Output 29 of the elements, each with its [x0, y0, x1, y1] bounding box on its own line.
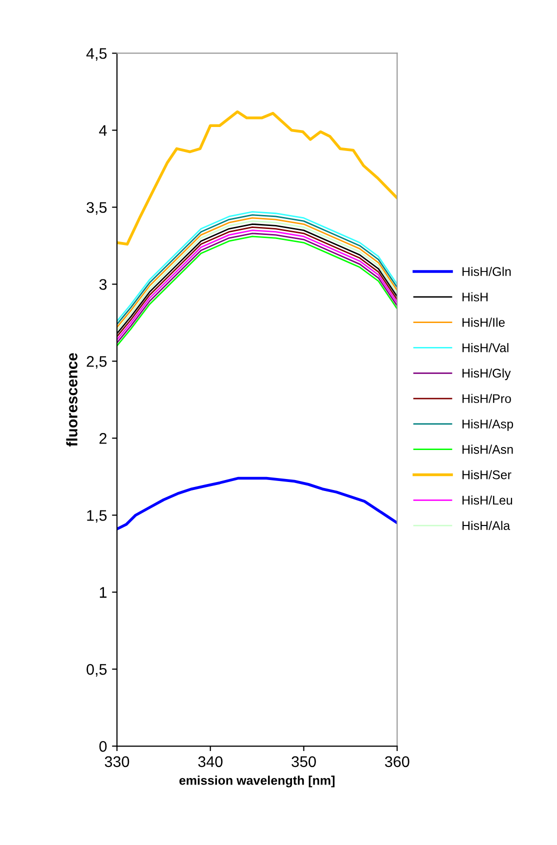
- y-axis-title: fluorescence: [66, 353, 78, 447]
- legend-label: HisH/Leu: [462, 495, 512, 505]
- y-tick-label: 0: [99, 741, 107, 752]
- legend-label: HisH: [462, 292, 488, 302]
- y-tick-label: 4,5: [86, 48, 107, 61]
- y-tick-label: 0,5: [86, 664, 107, 677]
- line-series: [116, 476, 398, 530]
- x-axis-title: emission wavelength [nm]: [179, 776, 334, 788]
- legend-label: HisH/Gln: [462, 266, 511, 276]
- legend-label: HisH/Asp: [462, 419, 514, 431]
- y-tick-label: 1: [100, 587, 107, 598]
- legend-label: HisH/Gly: [462, 368, 511, 380]
- y-tick-label: 2: [100, 433, 106, 444]
- legend-label: HisH/Pro: [462, 394, 511, 404]
- line-series: [116, 110, 398, 246]
- legend-label: HisH/Asn: [462, 444, 513, 454]
- legend-label: HisH/Ile: [462, 318, 505, 327]
- x-tick-label: 350: [292, 756, 316, 768]
- legend-label: HisH/Val: [462, 343, 508, 352]
- x-tick-label: 330: [104, 756, 130, 768]
- legend-label: HisH/Ala: [462, 520, 510, 530]
- x-tick-label: 360: [384, 756, 410, 768]
- y-tick-label: 2,5: [86, 356, 107, 369]
- y-tick-label: 4: [99, 125, 107, 136]
- y-tick-label: 3: [99, 279, 107, 290]
- y-tick-label: 1,5: [87, 510, 107, 523]
- x-tick-label: 340: [198, 756, 223, 768]
- y-tick-label: 3,5: [86, 202, 107, 215]
- legend-label: HisH/Ser: [462, 470, 512, 480]
